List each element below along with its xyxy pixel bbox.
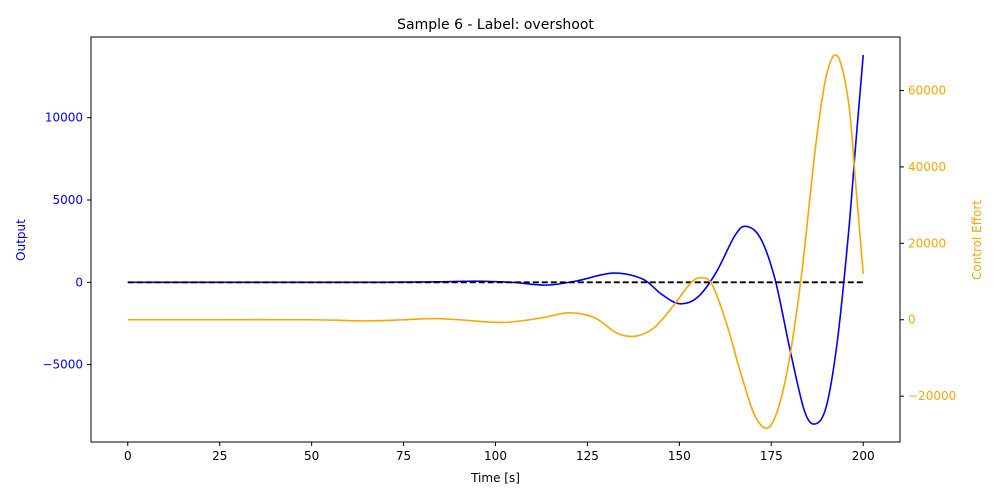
y-axis-label-left: Output <box>14 219 28 261</box>
x-tick-label: 100 <box>484 449 507 463</box>
y-tick-label-left: −5000 <box>42 358 83 372</box>
y-tick-label-left: 5000 <box>52 193 83 207</box>
y-tick-label-left: 0 <box>75 275 83 289</box>
y-tick-label-right: 0 <box>908 313 916 327</box>
x-tick-label: 200 <box>852 449 875 463</box>
x-tick-label: 0 <box>124 449 132 463</box>
series-layer <box>127 54 865 429</box>
series-line-output <box>127 55 865 425</box>
x-axis: 0 25 50 75 100 125 150 175 200 <box>124 442 875 463</box>
x-tick-label: 25 <box>212 449 227 463</box>
y-tick-label-right: 20000 <box>908 236 946 250</box>
x-tick-label: 50 <box>304 449 319 463</box>
y-tick-label-right: −20000 <box>908 389 956 403</box>
y-tick-label-left: 10000 <box>45 111 83 125</box>
series-line-control <box>127 54 865 429</box>
y-axis-right: −20000 0 20000 40000 60000 <box>900 83 956 403</box>
chart-title: Sample 6 - Label: overshoot <box>397 17 594 33</box>
x-tick-label: 125 <box>576 449 599 463</box>
x-tick-label: 175 <box>760 449 783 463</box>
y-axis-label-right: Control Effort <box>970 200 984 280</box>
y-tick-label-right: 60000 <box>908 83 946 97</box>
y-axis-left: −5000 0 5000 10000 <box>42 111 91 372</box>
x-tick-label: 75 <box>396 449 411 463</box>
x-axis-label: Time [s] <box>470 471 520 485</box>
x-tick-label: 150 <box>668 449 691 463</box>
y-tick-label-right: 40000 <box>908 160 946 174</box>
